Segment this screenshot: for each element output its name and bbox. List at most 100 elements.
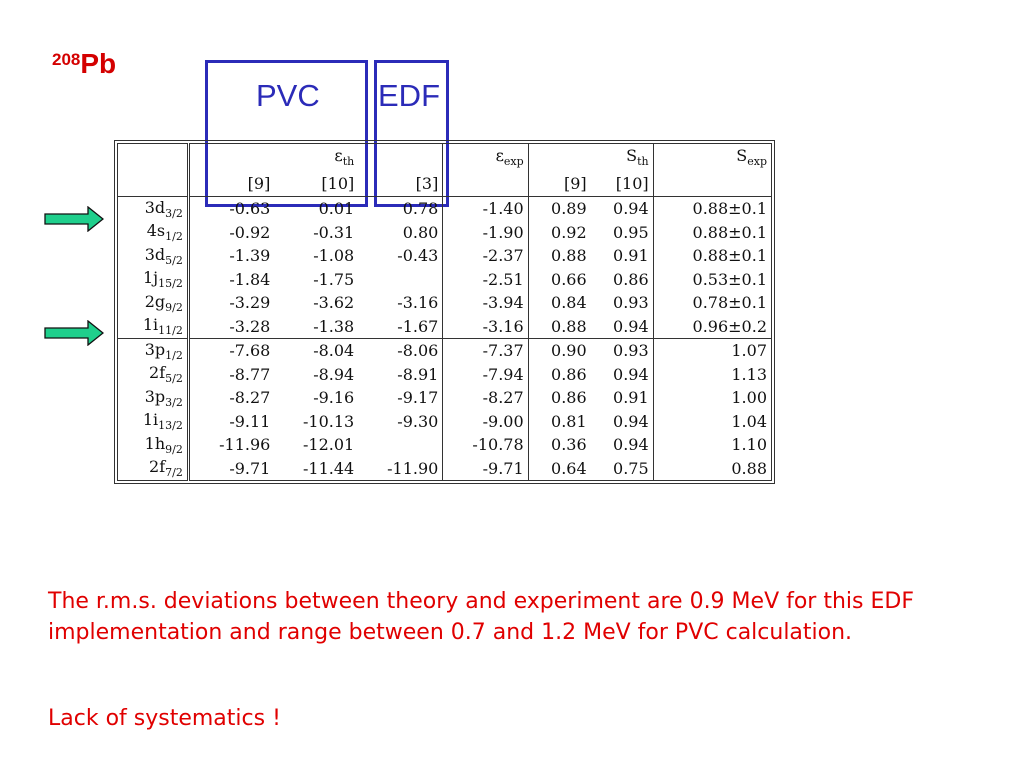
cell-s9: 0.88 [527,314,591,339]
cell-e10: -12.01 [303,435,355,455]
cell-e3: -8.91 [397,364,439,384]
cell-s9: 0.36 [527,433,591,457]
cell-e9: -7.68 [186,338,275,363]
cell-s9: 0.64 [527,456,591,481]
cell-s10: 0.94 [613,364,649,384]
table-row: 3p1/2 -7.68 -8.04 -8.06 -7.37 0.90 0.93 1.07 [117,338,772,363]
cell-s10: 0.93 [613,293,649,313]
cell-e9: -8.77 [186,362,275,386]
cell-e3: -1.67 [397,316,439,336]
cell-eexp: -10.78 [442,433,529,457]
cell-s10: 0.86 [613,269,649,289]
orbital-cell: 3p1/2 [117,338,189,363]
table-row: 2g9/2 -3.29 -3.62 -3.16 -3.94 0.84 0.93 0.78±0.… [118,291,772,315]
orbital-cell: 1h9/2 [144,433,183,456]
cell-e9: -11.96 [186,433,275,457]
cell-sexp: 1.07 [652,338,772,363]
cell-sexp: 0.96±0.2 [652,314,772,339]
orbital-cell: 1i13/2 [142,410,183,433]
cell-eexp: -3.94 [442,291,529,315]
cell-e10: -0.31 [313,222,355,242]
orbital-cell: 1i11/2 [142,315,183,338]
cell-s10: 0.94 [613,411,649,431]
orbital-cell: 1j15/2 [142,268,183,291]
header-eth: εth [186,143,359,170]
cell-s10: 0.93 [590,338,654,363]
cell-e3 [358,433,443,457]
cell-s9: 0.89 [527,196,591,221]
cell-sexp: 0.88±0.1 [652,196,772,221]
cell-e10: -8.04 [274,338,359,363]
table-row: 1i13/2 -9.11 -10.13 -9.30 -9.00 0.81 0.94 1.04 [118,409,772,433]
cell-e10: -8.94 [313,364,355,384]
cell-s9: 0.86 [527,362,591,386]
cell-eexp: -7.37 [442,338,529,363]
table-row: 1i11/2 -3.28 -1.38 -1.67 -3.16 0.88 0.94 0.96±0… [118,314,772,339]
cell-s10: 0.94 [590,196,654,221]
arrow-right-icon [44,206,104,232]
cell-e10: -1.08 [313,246,355,266]
cell-s9: 0.84 [527,291,591,315]
cell-e9: -8.27 [186,386,275,410]
cell-e10: -11.44 [303,458,355,478]
cell-eexp: -1.40 [442,196,529,221]
orbital-cell: 2f7/2 [149,457,183,480]
cell-e9: -3.29 [186,291,275,315]
systematics-note: Lack of systematics ! [48,706,281,731]
cell-e10: -1.38 [313,316,355,336]
ref-9: [9] [186,170,275,197]
cell-s9: 0.66 [527,267,591,291]
mass-number: 208 [52,50,81,69]
cell-s10: 0.94 [613,316,649,336]
cell-sexp: 0.88 [652,456,772,481]
cell-s10: 0.91 [613,246,649,266]
header-row-symbols: εth εexp Sth Sexp [118,143,772,170]
cell-eexp: -3.16 [442,314,529,339]
cell-e10: -9.16 [313,388,355,408]
cell-e3: -0.43 [397,246,439,266]
cell-eexp: -2.51 [442,267,529,291]
table-row: 4s1/2 -0.92 -0.31 0.80 -1.90 0.92 0.95 0.88±0.1 [118,220,772,244]
header-sexp: Sexp [652,143,772,170]
orbital-cell: 3p3/2 [144,386,183,409]
cell-e10: -1.75 [313,269,355,289]
cell-e3: -8.06 [358,338,443,363]
table-row: 1j15/2 -1.84 -1.75 -2.51 0.66 0.86 0.53±0.1 [118,267,772,291]
cell-sexp: 0.78±0.1 [652,291,772,315]
orbital-cell: 4s1/2 [146,221,183,244]
cell-e10: -3.62 [313,293,355,313]
cell-e3: -9.17 [397,388,439,408]
cell-e3: 0.80 [402,222,439,242]
element-symbol: Pb [80,48,117,79]
cell-eexp: -2.37 [442,244,529,268]
cell-sexp: 1.13 [652,362,772,386]
cell-s9: 0.92 [527,220,591,244]
pvc-label: PVC [256,78,320,113]
cell-e10: 0.01 [274,196,359,221]
sref-10: [10] [615,173,649,193]
cell-e9: -0.92 [186,220,275,244]
cell-e3: 0.78 [358,196,443,221]
table-row: 3p3/2 -8.27 -9.16 -9.17 -8.27 0.86 0.91 1.00 [118,386,772,410]
cell-sexp: 1.10 [652,433,772,457]
slide-title: 208Pb [52,48,116,80]
orbital-cell: 3d5/2 [144,244,183,267]
table-row: 1h9/2 -11.96 -12.01 -10.78 0.36 0.94 1.10 [118,433,772,457]
data-table: εth εexp Sth Sexp [9] [10] [3] [9] [10] … [114,140,775,484]
table-row: 3d5/2 -1.39 -1.08 -0.43 -2.37 0.88 0.91 0.88±0.… [118,244,772,268]
rms-note: The r.m.s. deviations between theory and… [48,589,914,645]
header-row-refs: [9] [10] [3] [9] [10] [118,170,772,197]
orbital-cell: 2g9/2 [144,291,183,314]
cell-s10: 0.91 [613,388,649,408]
cell-eexp: -9.71 [442,456,529,481]
orbital-cell: 2f5/2 [149,363,183,386]
cell-e9: -1.39 [186,244,275,268]
cell-eexp: -7.94 [442,362,529,386]
cell-e3: -3.16 [397,293,439,313]
cell-s9: 0.90 [527,338,591,363]
cell-e3: -9.30 [397,411,439,431]
cell-e9: -1.84 [186,267,275,291]
table-row: 3d3/2 -0.63 0.01 0.78 -1.40 0.89 0.94 0.88±0.1 [117,196,772,221]
header-sth: Sth [527,143,654,170]
cell-s10: 0.75 [613,458,649,478]
